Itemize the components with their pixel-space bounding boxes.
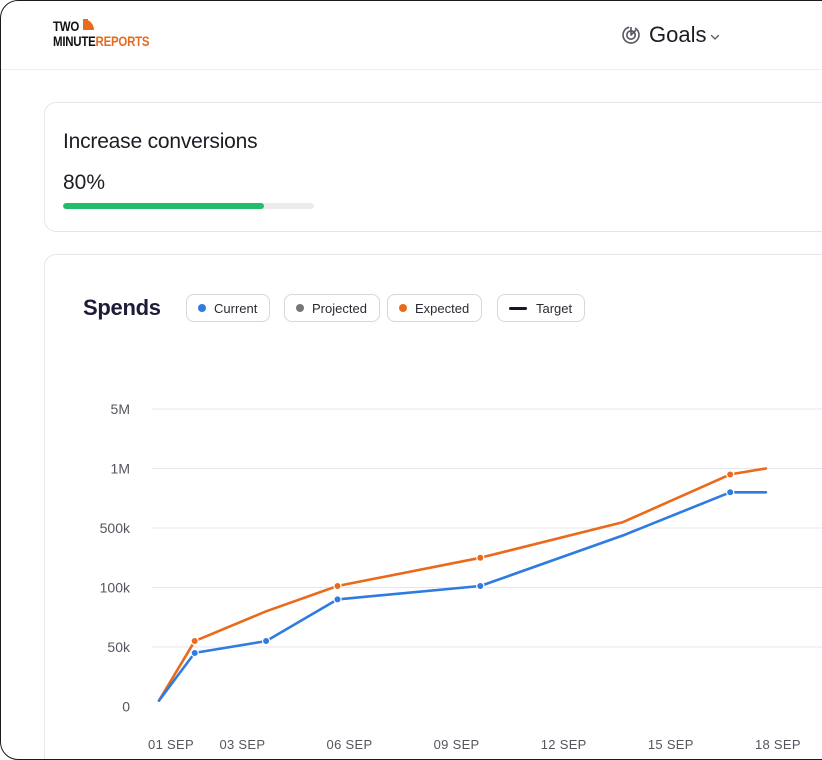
legend-expected-label: Expected [415,300,470,316]
series-point-current [261,636,271,646]
series-line-expected [157,467,768,702]
logo-text-top: TWO [53,18,80,34]
y-tick-label: 5M [111,401,130,417]
goal-progress-bar [63,203,314,209]
x-tick-label: 18 SEP [755,737,801,752]
x-tick-label: 01 SEP [148,737,194,752]
legend-projected-toggle[interactable]: Projected [284,294,380,322]
legend-target-label: Target [536,300,573,316]
legend-target-toggle[interactable]: Target [497,294,586,322]
x-tick-label: 06 SEP [327,737,373,752]
x-tick-label: 09 SEP [434,737,480,752]
series-point-expected [190,636,199,646]
y-tick-label: 500k [100,520,131,536]
y-tick-label: 100k [100,580,131,596]
y-tick-label: 50k [107,639,131,655]
series-point-current [190,648,199,658]
goal-card[interactable]: Increase conversions 80% [44,102,822,232]
series-point-current [333,595,342,604]
spends-chart-card: 0 50k 100k 500k 1M 5M 01 SEP 03 SEP 06 SEP 09 SEP… [44,254,822,759]
series-point-expected [333,581,342,591]
top-bar: TWO MINUTEREPORTS Goals [1,1,822,70]
goal-title: Increase conversions [63,130,258,153]
y-tick-label: 0 [122,699,130,715]
series-point-expected [476,553,485,562]
legend-projected-dot [296,304,304,312]
x-tick-label: 03 SEP [219,737,265,752]
chevron-down-icon [711,34,720,40]
two-minute-reports-logo[interactable]: TWO MINUTEREPORTS [53,19,163,51]
series-point-expected [726,470,735,479]
x-tick-label: 15 SEP [648,737,694,752]
y-tick-label: 1M [111,461,130,477]
goal-percent: 80% [63,171,106,194]
goal-target-icon [622,26,640,44]
legend-expected-dot [399,304,407,312]
legend-current-dot [198,304,206,312]
spends-chart: 0 50k 100k 500k 1M 5M 01 SEP 03 SEP 06 SEP 09 SEP… [100,401,822,752]
logo-mark-icon [83,19,94,30]
legend-expected-toggle[interactable]: Expected [387,294,483,322]
chart-title: Spends [83,295,161,320]
series-point-current [726,488,735,497]
series-line-current [157,491,768,702]
goals-label: Goals [649,22,707,47]
legend-target-line [509,306,527,310]
series-point-current [476,581,485,591]
goal-progress-fill [63,203,264,209]
legend-current-toggle[interactable]: Current [186,294,271,322]
logo-text-bottom: MINUTEREPORTS [53,33,150,49]
legend-current-label: Current [214,300,258,316]
legend-projected-label: Projected [312,300,367,316]
goals-dropdown[interactable]: Goals [621,21,720,49]
x-tick-label: 12 SEP [541,737,587,752]
